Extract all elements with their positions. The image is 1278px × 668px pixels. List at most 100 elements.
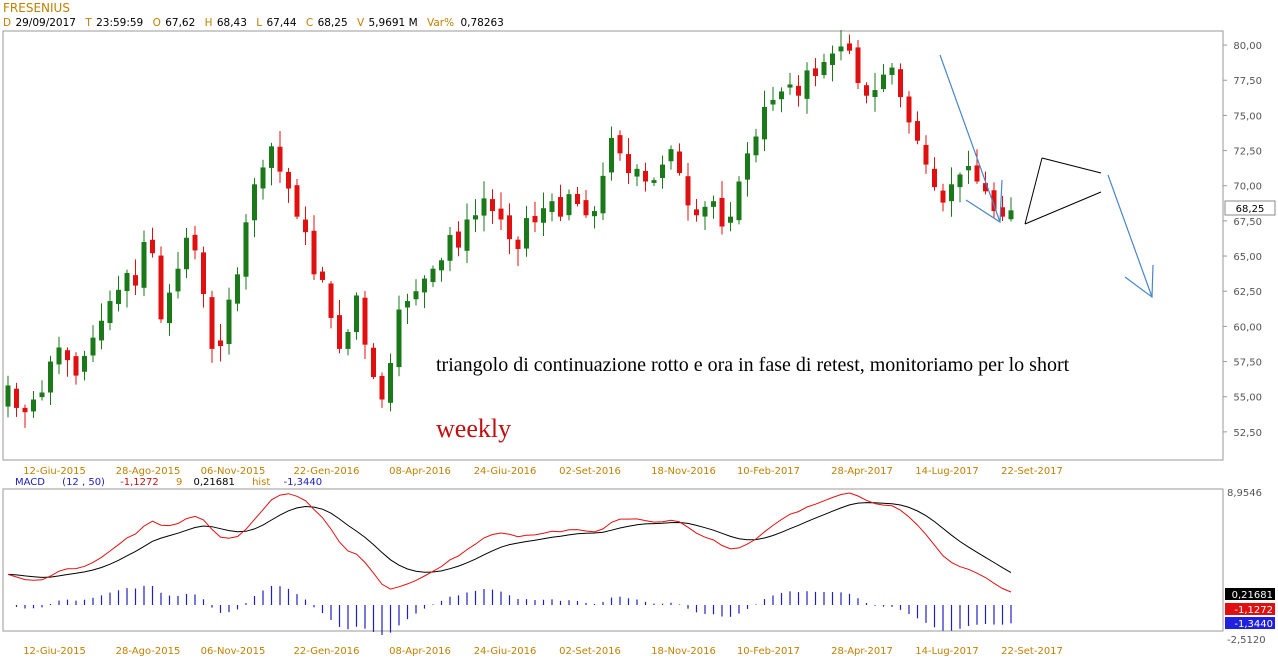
price-tick-label: 75,00 [1233,111,1262,122]
price-tick-label: 80,00 [1233,41,1262,52]
candle-up [82,355,87,372]
candle-up [753,136,759,156]
candle-up [660,164,665,179]
time-value: 23:59:59 [96,17,143,29]
triangle-left-line [1024,157,1043,225]
candle-down [532,215,538,223]
candle-up [838,46,844,52]
candle-up [31,399,36,412]
candle-down [983,183,988,192]
x-axis-top: 12-Giu-2015 28-Ago-2015 06-Nov-2015 22-Gen-… [23,466,1063,477]
macd-line [7,492,1012,593]
candle-up [439,260,444,271]
x-tick-label: 24-Giu-2016 [474,466,537,477]
macd-signal-value: 0,21681 [194,477,235,488]
candle-down [813,68,818,77]
candle-up [99,320,104,341]
candle-up [600,175,606,214]
candle-up [779,91,784,100]
candle-down [626,154,631,174]
candle-up [124,272,130,292]
candle-up [634,168,640,177]
annotation-comment: triangolo di continuazione rotto e ora i… [436,354,1070,376]
x-tick-label: 22-Gen-2016 [294,646,360,657]
x-tick-label: 06-Nov-2015 [201,466,266,477]
x-tick-label: 14-Lug-2017 [915,646,978,657]
candle-down [14,388,19,408]
date-key: D [3,17,11,29]
price-tick-label: 65,00 [1233,252,1262,263]
date-value: 29/09/2017 [15,17,76,29]
candle-down [507,215,512,240]
low-value: 67,44 [266,17,296,29]
x-tick-label: 28-Apr-2017 [831,646,893,657]
macd-histogram [15,585,1012,635]
candle-up [736,181,742,221]
close-value: 68,25 [318,17,348,29]
price-tick-label: 70,00 [1233,182,1262,193]
candle-up [770,99,776,105]
candle-up [345,332,351,349]
candle-down [379,375,385,400]
candle-up [804,70,810,99]
x-tick-label: 12-Giu-2015 [23,646,86,657]
volume-key: V [357,17,365,29]
candle-up [252,184,257,221]
candle-up [422,278,427,293]
candle-up [541,208,546,223]
candle-up [184,237,189,270]
volume-value: 5,9691 M [369,17,418,29]
x-tick-label: 28-Ago-2015 [116,466,181,477]
price-tick-label: 77,50 [1233,76,1262,87]
candle-up [473,215,478,220]
triangle-lower-line [1024,191,1102,225]
candle-up [966,166,971,171]
candle-up [141,241,147,288]
candle-down [1000,207,1005,217]
candle-down [133,275,138,286]
triangle-pattern [1024,157,1102,225]
candle-down [515,239,521,250]
candle-up [430,268,436,283]
price-tick-label: 72,50 [1233,147,1262,158]
candle-down [209,297,215,349]
candle-down [362,297,368,345]
candle-down [575,193,580,205]
candle-up [396,309,402,368]
price-tick-label: 55,00 [1233,393,1262,404]
candle-down [22,407,28,413]
macd-params: (12 , 50) [62,477,105,488]
candle-down [371,347,376,378]
candle-down [498,208,504,220]
macd-signal-box [1225,588,1275,600]
candle-down [490,199,495,212]
candle-up [354,295,359,333]
candle-up [668,149,674,162]
candle-down [796,85,801,96]
candle-up [235,274,240,304]
macd-hist-value: -1,3440 [284,477,323,488]
arrow-2-shaft [1107,174,1153,298]
candle-up [48,361,53,393]
candle-down [337,315,342,349]
candle-up [56,347,62,365]
macd-signal-line [7,502,1012,578]
candle-down [286,171,291,189]
candle-up [872,90,878,97]
candle-down [974,165,980,182]
candle-down [73,356,79,376]
macd-value-label: -1,1272 [1234,605,1273,616]
candle-down [694,209,699,216]
x-tick-label: 02-Set-2016 [559,466,621,477]
candle-up [949,184,954,202]
candle-down [855,47,861,84]
open-key: O [153,17,161,29]
high-value: 68,43 [217,17,247,29]
candle-up [90,337,96,356]
candle-down [558,197,563,217]
candle-up [566,194,572,216]
price-tick-label: 60,00 [1233,322,1262,333]
x-tick-label: 28-Ago-2015 [116,646,181,657]
candle-up [167,292,172,324]
varpct-value: 0,78263 [460,17,503,29]
